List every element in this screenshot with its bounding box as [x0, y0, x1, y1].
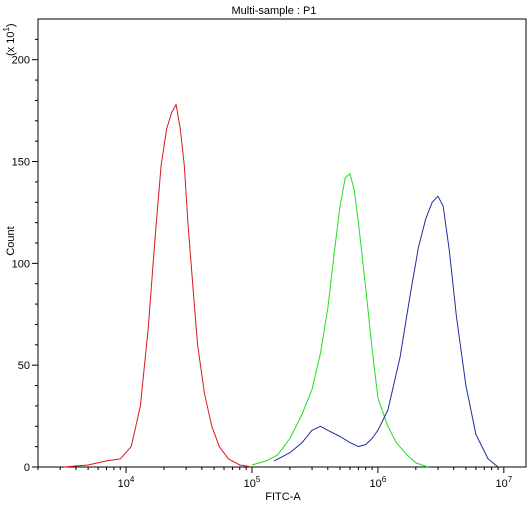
y-tick-label: 0	[24, 462, 30, 474]
series-line-1	[63, 104, 253, 468]
plot-frame	[37, 18, 527, 468]
x-tick-label: 107	[495, 475, 512, 490]
axis-ticks: 104 105 106 107 0 50 100 150 200	[12, 38, 513, 490]
x-axis-label: FITC-A	[265, 491, 301, 503]
y-tick-label: 50	[18, 360, 30, 372]
y-axis-label: Count	[5, 226, 17, 255]
series-line-2	[251, 173, 429, 468]
x-tick-label: 106	[370, 475, 387, 490]
series-line-3	[273, 195, 499, 468]
x-tick-label: 105	[244, 475, 261, 490]
chart-title: Multi-sample : P1	[232, 5, 317, 17]
y-scale-note: (x 101)	[2, 23, 17, 56]
svg-text:(x 101): (x 101)	[2, 23, 17, 56]
y-tick-label: 150	[12, 157, 30, 169]
data-series	[63, 104, 499, 468]
x-tick-label: 104	[118, 475, 135, 490]
y-tick-label: 200	[12, 55, 30, 67]
y-tick-label: 100	[12, 258, 30, 270]
